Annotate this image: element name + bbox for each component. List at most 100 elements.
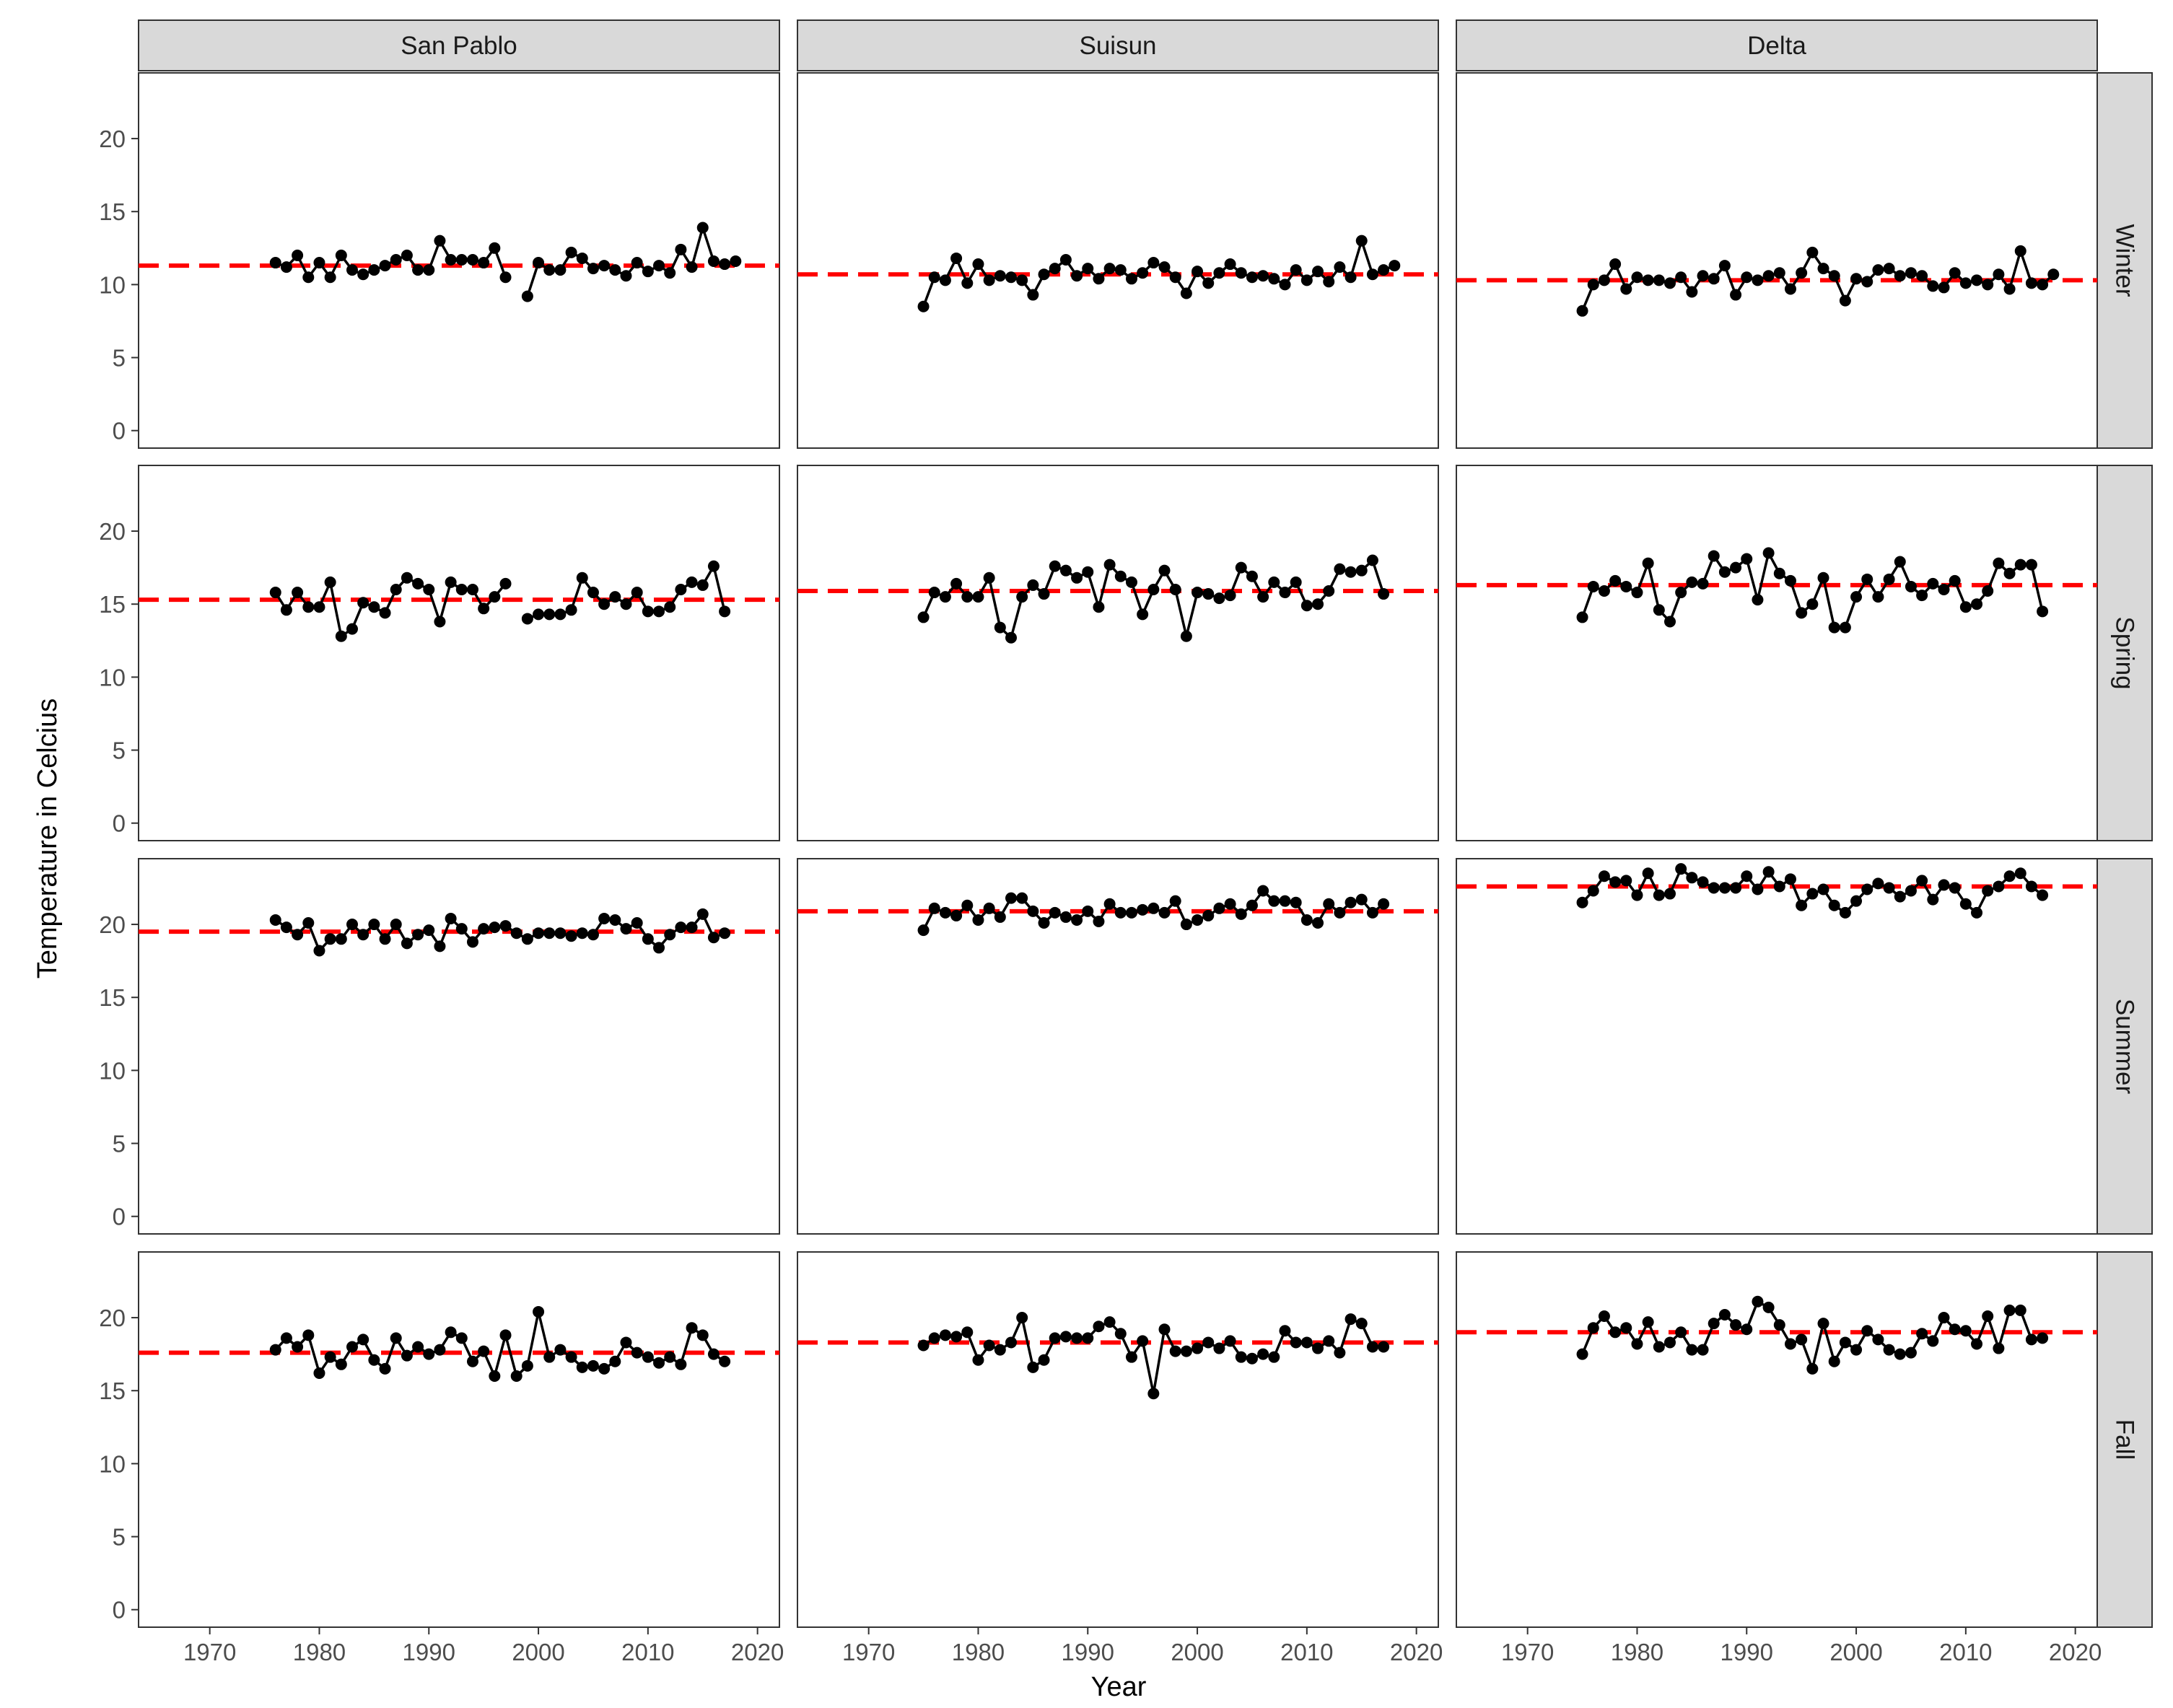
panel-suisun-fall-point-2010: [1300, 1336, 1313, 1349]
panel-san-pablo-spring: [138, 465, 780, 841]
panel-san-pablo-summer-point-2012: [664, 929, 676, 941]
panel-san-pablo-summer: [138, 858, 780, 1235]
panel-suisun-fall-point-2003: [1224, 1335, 1236, 1347]
panel-suisun-winter-point-1988: [1059, 253, 1072, 266]
panel-delta-spring-point-2012: [1982, 585, 1994, 597]
panel-suisun-winter-point-1995: [1137, 267, 1149, 279]
panel-san-pablo-summer-point-1985: [368, 919, 380, 931]
panel-san-pablo-fall-point-2014: [686, 1322, 698, 1334]
x-tick-label-suisun-2010: 2010: [1280, 1639, 1333, 1665]
panel-san-pablo-spring-point-1976: [269, 587, 281, 599]
panel-suisun-fall-point-2012: [1323, 1335, 1335, 1347]
y-tick-label-winter-15: 15: [99, 198, 126, 225]
panel-suisun-fall-point-1992: [1103, 1316, 1116, 1328]
panel-delta-winter-point-2015: [2014, 245, 2026, 257]
panel-san-pablo-spring-point-2000: [533, 608, 545, 621]
panel-san-pablo-fall-point-2007: [609, 1355, 621, 1367]
panel-delta-spring-point-1998: [1828, 621, 1840, 634]
panel-san-pablo-fall-point-2004: [576, 1361, 588, 1373]
panel-san-pablo-winter-point-1978: [292, 249, 304, 261]
panel-delta-summer-point-2010: [1959, 898, 1972, 910]
panel-delta-winter-point-2007: [1927, 280, 1939, 292]
y-tick-label-fall-5: 5: [113, 1524, 126, 1551]
panel-suisun-fall-point-1985: [1027, 1361, 1039, 1373]
panel-san-pablo-summer-point-1991: [434, 940, 446, 952]
panel-san-pablo-winter-point-1984: [357, 268, 370, 281]
panel-san-pablo-winter-point-2010: [642, 266, 654, 278]
panel-san-pablo-fall-point-2011: [653, 1357, 665, 1369]
panel-delta-fall-point-1993: [1773, 1319, 1785, 1331]
panel-san-pablo-spring-point-2017: [719, 605, 731, 618]
panel-delta-fall-point-2000: [1850, 1344, 1863, 1356]
panel-san-pablo-fall-point-1997: [499, 1329, 512, 1341]
panel-san-pablo-spring-point-2014: [686, 576, 698, 588]
y-tick-label-spring-15: 15: [99, 591, 126, 618]
panel-suisun-spring-point-1994: [1125, 576, 1137, 588]
panel-san-pablo-winter-point-1982: [335, 249, 347, 261]
panel-delta-summer-point-2009: [1949, 882, 1961, 894]
panel-san-pablo-summer-point-1996: [489, 921, 501, 934]
panel-suisun-fall-point-1981: [983, 1339, 995, 1352]
panel-san-pablo-spring-point-1981: [324, 576, 336, 588]
panel-suisun-winter-point-1984: [1016, 274, 1028, 286]
panel-delta-spring-point-2002: [1872, 591, 1884, 603]
panel-suisun-summer-point-1976: [928, 902, 940, 914]
strip-winter: [2097, 72, 2153, 449]
panel-san-pablo-winter-point-1977: [280, 261, 292, 273]
panel-san-pablo-spring-point-2010: [642, 605, 654, 618]
panel-suisun-spring-point-2002: [1213, 592, 1225, 605]
panel-suisun-fall-point-1980: [972, 1354, 984, 1366]
panel-delta-winter-point-1980: [1631, 271, 1643, 284]
x-tick-label-delta-1970: 1970: [1501, 1639, 1554, 1665]
strip-san-pablo: [138, 19, 780, 71]
panel-delta-summer-point-1982: [1653, 889, 1665, 901]
panel-san-pablo-summer-point-1986: [379, 933, 391, 945]
panel-delta-spring-point-1988: [1718, 566, 1731, 578]
panel-suisun-spring-point-1993: [1114, 570, 1127, 582]
panel-delta-summer-point-2017: [2037, 889, 2049, 901]
panel-delta-fall-point-1978: [1609, 1326, 1622, 1339]
panel-delta-winter-point-2006: [1916, 270, 1928, 282]
panel-san-pablo-spring-point-1985: [368, 601, 380, 613]
panel-san-pablo-fall-point-2012: [664, 1351, 676, 1363]
panel-san-pablo-summer-point-2013: [675, 921, 687, 934]
panel-suisun-summer-point-1987: [1049, 906, 1061, 919]
panel-delta-fall-point-1982: [1653, 1341, 1665, 1353]
strip-suisun: [797, 19, 1439, 71]
panel-suisun-summer-point-1995: [1137, 903, 1149, 916]
panel-delta-fall-point-2015: [2014, 1304, 2026, 1316]
panel-delta-summer-point-1996: [1806, 888, 1819, 900]
panel-suisun-winter-point-2005: [1246, 271, 1258, 284]
panel-san-pablo-winter-point-1981: [324, 271, 336, 284]
panel-suisun-summer-point-2015: [1355, 893, 1368, 906]
panel-delta-spring: [1456, 465, 2098, 841]
panel-san-pablo-summer-point-1997: [499, 920, 512, 932]
panel-suisun-summer-point-2008: [1279, 895, 1291, 907]
x-axis-title: Year: [1091, 1672, 1147, 1702]
panel-delta-spring-point-2013: [1993, 557, 2005, 569]
panel-san-pablo-fall-point-1980: [313, 1367, 325, 1379]
panel-san-pablo-fall-point-1976: [269, 1344, 281, 1356]
panel-delta-spring-point-2011: [1971, 598, 1983, 610]
panel-delta-spring-point-1990: [1741, 553, 1753, 565]
panel-san-pablo-winter-point-1991: [434, 235, 446, 247]
panel-suisun-fall-point-2008: [1279, 1325, 1291, 1337]
panel-delta-summer-point-2002: [1872, 877, 1884, 890]
panel-delta-spring-point-1987: [1708, 550, 1720, 562]
panel-suisun-spring-point-1983: [1005, 631, 1017, 644]
panel-delta-winter-point-1984: [1675, 271, 1687, 284]
panel-suisun-spring-point-1996: [1147, 583, 1160, 595]
panel-delta-summer-point-1994: [1784, 873, 1796, 885]
panel-delta-fall-point-1996: [1806, 1362, 1819, 1375]
panel-suisun-summer-point-2011: [1312, 917, 1324, 929]
panel-san-pablo-summer-point-2002: [554, 927, 567, 940]
panel-san-pablo-winter-point-2011: [653, 260, 665, 272]
panel-san-pablo-summer-point-1977: [280, 921, 292, 934]
panel-delta-fall-point-1999: [1839, 1336, 1851, 1349]
panel-delta-summer-point-1989: [1730, 882, 1742, 894]
panel-suisun-summer-point-1982: [994, 911, 1006, 923]
panel-suisun-summer-point-2001: [1202, 909, 1215, 921]
panel-delta-summer-point-1978: [1609, 876, 1622, 888]
panel-suisun-winter-point-2014: [1345, 271, 1357, 284]
